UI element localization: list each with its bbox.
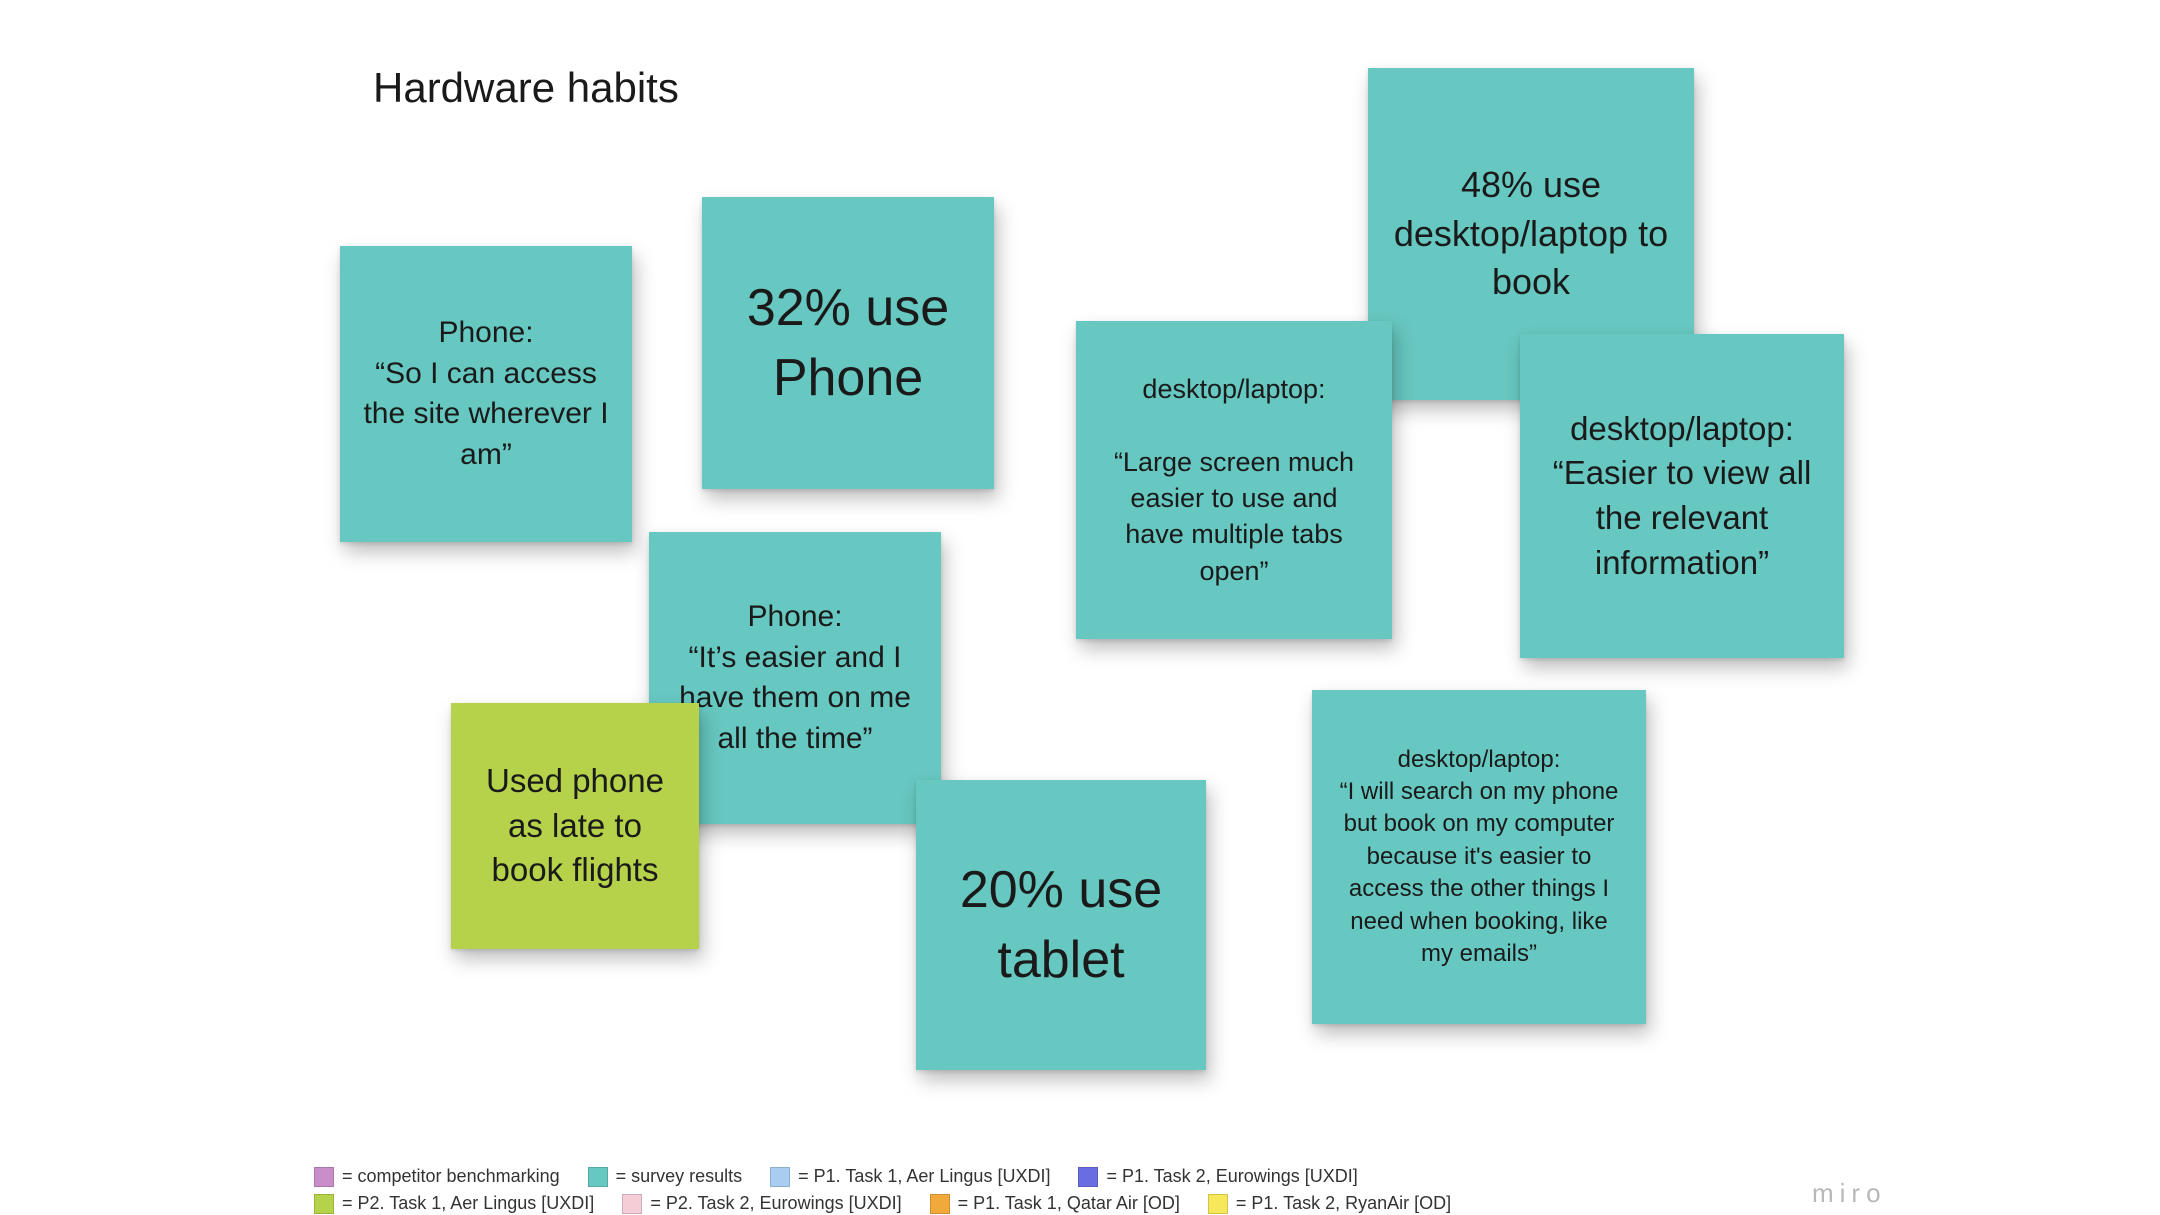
legend-item: = P2. Task 1, Aer Lingus [UXDI] xyxy=(314,1193,594,1214)
sticky-note-desktop-easier-view-quote[interactable]: desktop/laptop: “Easier to view all the … xyxy=(1520,334,1844,658)
sticky-note-text: 32% use Phone xyxy=(724,273,972,413)
legend-swatch xyxy=(930,1194,950,1214)
legend-item: = P1. Task 2, Eurowings [UXDI] xyxy=(1078,1166,1357,1187)
sticky-note-text: Used phone as late to book flights xyxy=(473,759,677,893)
legend-label: = survey results xyxy=(616,1166,743,1187)
sticky-note-phone-32-percent[interactable]: 32% use Phone xyxy=(702,197,994,489)
sticky-note-phone-access-quote[interactable]: Phone: “So I can access the site whereve… xyxy=(340,246,632,542)
sticky-note-text: 48% use desktop/laptop to book xyxy=(1390,161,1672,307)
sticky-note-text: Phone: “So I can access the site whereve… xyxy=(362,313,610,475)
sticky-note-desktop-search-phone-book-quote[interactable]: desktop/laptop: “I will search on my pho… xyxy=(1312,690,1646,1024)
miro-canvas[interactable]: Hardware habits Phone: “So I can access … xyxy=(0,0,2160,1215)
legend-item: = survey results xyxy=(588,1166,743,1187)
legend-swatch xyxy=(588,1167,608,1187)
legend-label: = P2. Task 1, Aer Lingus [UXDI] xyxy=(342,1193,594,1214)
board-title-text: Hardware habits xyxy=(373,64,679,111)
sticky-note-text: desktop/laptop: “Large screen much easie… xyxy=(1098,371,1370,590)
miro-watermark: miro xyxy=(1812,1178,1887,1209)
legend-item: = P1. Task 1, Aer Lingus [UXDI] xyxy=(770,1166,1050,1187)
legend-swatch xyxy=(1078,1167,1098,1187)
legend: = competitor benchmarking = survey result… xyxy=(314,1166,1479,1214)
sticky-note-tablet-20-percent[interactable]: 20% use tablet xyxy=(916,780,1206,1070)
sticky-note-desktop-large-screen-quote[interactable]: desktop/laptop: “Large screen much easie… xyxy=(1076,321,1392,639)
legend-item: = P1. Task 1, Qatar Air [OD] xyxy=(930,1193,1180,1214)
legend-label: = P2. Task 2, Eurowings [UXDI] xyxy=(650,1193,901,1214)
watermark-text: miro xyxy=(1812,1178,1887,1208)
sticky-note-text: 20% use tablet xyxy=(938,855,1184,995)
legend-row: = competitor benchmarking = survey result… xyxy=(314,1166,1479,1187)
legend-label: = P1. Task 2, Eurowings [UXDI] xyxy=(1106,1166,1357,1187)
legend-label: = P1. Task 1, Aer Lingus [UXDI] xyxy=(798,1166,1050,1187)
sticky-note-used-phone-late[interactable]: Used phone as late to book flights xyxy=(451,703,699,949)
legend-swatch xyxy=(314,1167,334,1187)
legend-swatch xyxy=(622,1194,642,1214)
legend-item: = competitor benchmarking xyxy=(314,1166,560,1187)
sticky-note-text: desktop/laptop: “I will search on my pho… xyxy=(1334,744,1624,971)
legend-label: = P1. Task 1, Qatar Air [OD] xyxy=(958,1193,1180,1214)
sticky-note-text: Phone: “It’s easier and I have them on m… xyxy=(671,597,919,759)
legend-swatch xyxy=(314,1194,334,1214)
legend-item: = P2. Task 2, Eurowings [UXDI] xyxy=(622,1193,901,1214)
legend-swatch xyxy=(770,1167,790,1187)
legend-row: = P2. Task 1, Aer Lingus [UXDI] = P2. Tas… xyxy=(314,1193,1479,1214)
legend-label: = competitor benchmarking xyxy=(342,1166,560,1187)
sticky-note-text: desktop/laptop: “Easier to view all the … xyxy=(1542,407,1822,585)
legend-label: = P1. Task 2, RyanAir [OD] xyxy=(1236,1193,1451,1214)
legend-item: = P1. Task 2, RyanAir [OD] xyxy=(1208,1193,1451,1214)
legend-swatch xyxy=(1208,1194,1228,1214)
board-title: Hardware habits xyxy=(373,64,679,112)
